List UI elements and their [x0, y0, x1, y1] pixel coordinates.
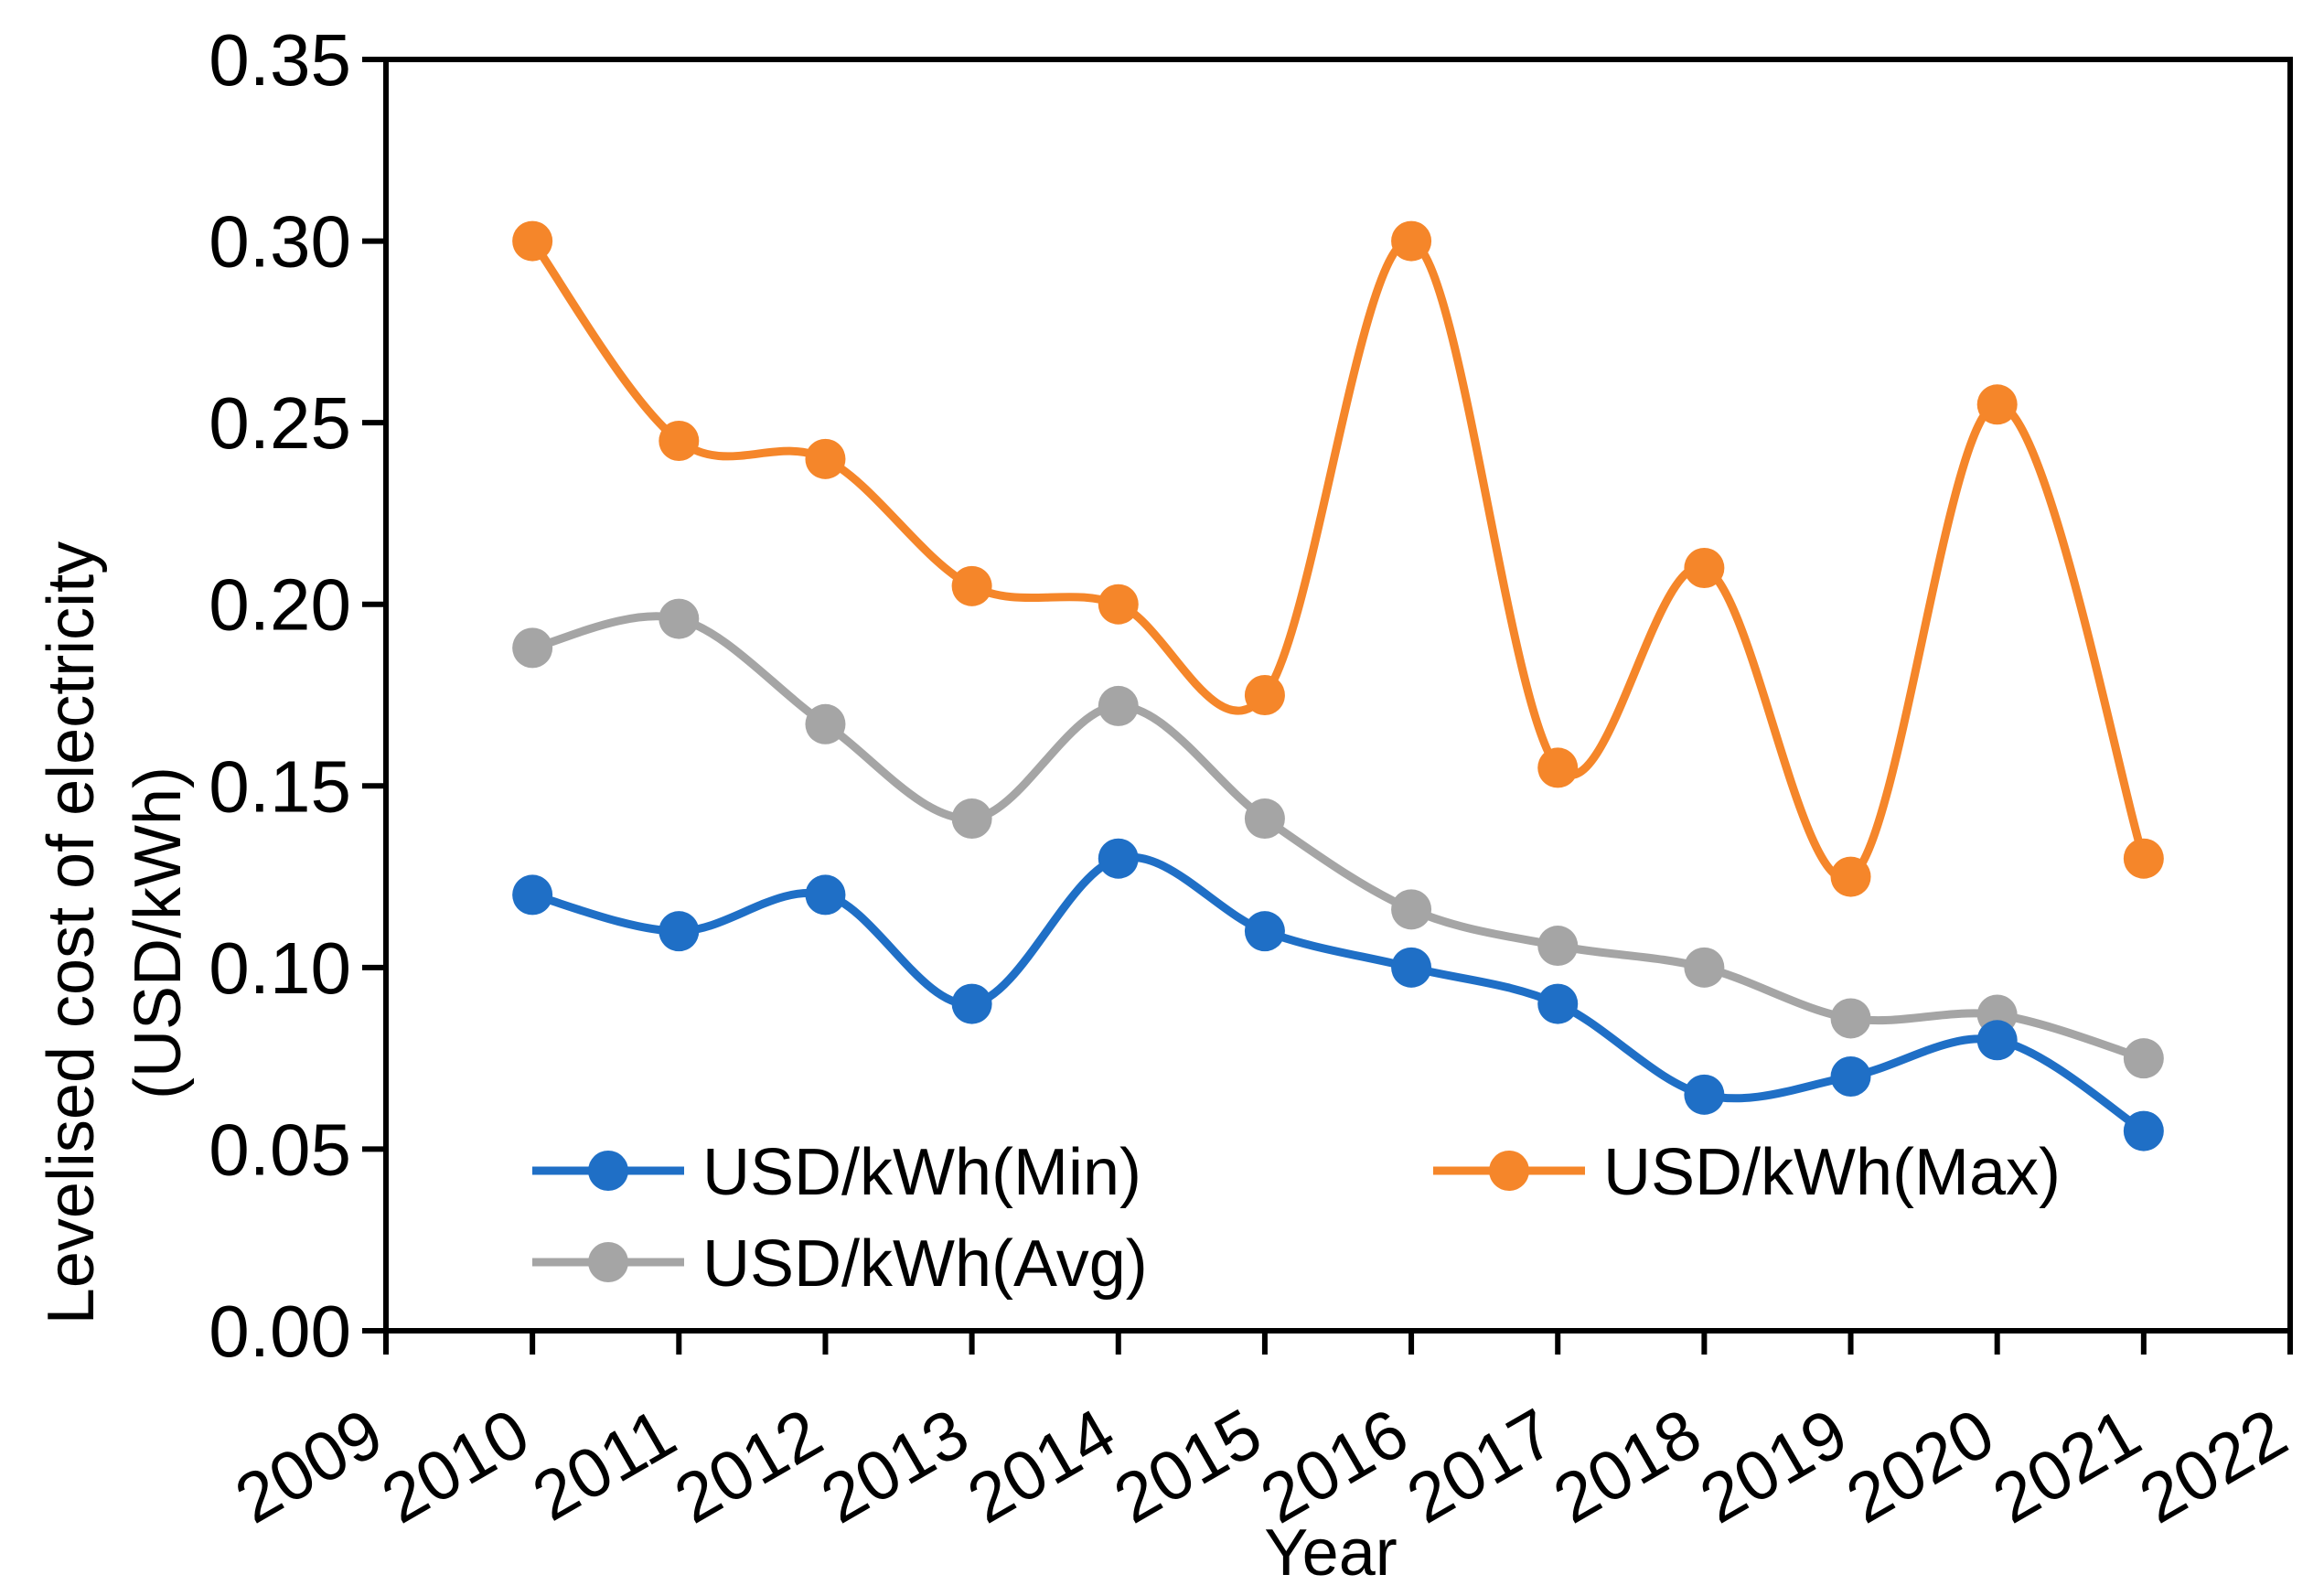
legend-label-min: USD/kWh(Min) — [702, 1136, 1141, 1209]
data-point-avg — [805, 703, 846, 744]
data-point-max — [659, 421, 700, 461]
data-point-min — [1244, 911, 1285, 952]
data-point-max — [1976, 384, 2018, 425]
data-point-avg — [951, 798, 992, 840]
y-axis-title: Levelised cost of electricity (USD/kWh) — [35, 541, 195, 1324]
data-point-avg — [1830, 998, 1871, 1039]
x-tick-label: 2021 — [1980, 1394, 2153, 1538]
series-max — [512, 220, 2164, 897]
data-point-avg — [1391, 889, 1432, 930]
x-tick-label: 2013 — [809, 1394, 981, 1538]
series-line-max — [528, 237, 2148, 883]
y-axis: 0.00 0.05 0.10 0.15 0.20 0.25 0.30 0.35 — [209, 19, 386, 1372]
x-tick-label: 2019 — [1687, 1394, 1860, 1538]
data-point-max — [2123, 838, 2164, 879]
y-tick-label: 0.15 — [209, 745, 351, 827]
plot-frame — [383, 57, 2293, 1334]
legend: USD/kWh(Min) USD/kWh(Max) USD/kWh(Avg) — [532, 1136, 2061, 1301]
data-point-max — [1391, 220, 1432, 262]
legend-item-avg: USD/kWh(Avg) — [532, 1227, 1148, 1301]
data-point-avg — [659, 598, 700, 639]
data-point-min — [1976, 1020, 2018, 1061]
legend-item-min: USD/kWh(Min) — [532, 1136, 1141, 1209]
data-point-max — [805, 438, 846, 479]
data-point-min — [1537, 983, 1579, 1024]
data-point-avg — [512, 627, 553, 669]
y-tick-label: 0.00 — [209, 1291, 351, 1372]
series-min — [512, 838, 2164, 1151]
data-point-max — [951, 565, 992, 606]
y-tick-label: 0.35 — [209, 19, 351, 101]
data-point-min — [1391, 947, 1432, 988]
x-tick-label: 2022 — [2127, 1394, 2300, 1538]
data-point-max — [1244, 675, 1285, 715]
legend-marker-avg — [588, 1242, 628, 1282]
data-point-min — [951, 983, 992, 1024]
data-point-avg — [1244, 798, 1285, 840]
x-tick-label: 2014 — [955, 1394, 1128, 1538]
y-tick-label: 0.05 — [209, 1109, 351, 1190]
x-tick-label: 2010 — [369, 1394, 542, 1538]
series-line-avg — [528, 612, 2148, 1063]
legend-label-max: USD/kWh(Max) — [1603, 1136, 2061, 1209]
legend-label-avg: USD/kWh(Avg) — [702, 1227, 1148, 1301]
data-point-min — [1830, 1056, 1871, 1097]
data-point-avg — [2123, 1038, 2164, 1079]
x-axis: 2009201020112012201320142015201620172018… — [223, 1331, 2300, 1538]
y-tick-label: 0.25 — [209, 382, 351, 464]
data-point-max — [1098, 584, 1139, 625]
data-point-avg — [1098, 685, 1139, 726]
data-point-min — [1684, 1074, 1725, 1115]
data-point-min — [805, 874, 846, 916]
data-point-max — [1537, 747, 1579, 788]
data-point-avg — [1537, 926, 1579, 967]
x-tick-label: 2020 — [1834, 1394, 2007, 1538]
data-point-max — [1830, 856, 1871, 897]
series-avg — [512, 598, 2164, 1079]
data-point-min — [2123, 1110, 2164, 1151]
legend-item-max: USD/kWh(Max) — [1433, 1136, 2061, 1209]
series-line-min — [528, 852, 2148, 1136]
data-point-min — [1098, 838, 1139, 879]
data-point-min — [659, 911, 700, 952]
x-tick-label: 2015 — [1101, 1394, 1274, 1538]
x-axis-title: Year — [1264, 1516, 1397, 1590]
x-tick-label: 2017 — [1395, 1394, 1568, 1538]
data-point-min — [512, 874, 553, 916]
data-point-avg — [1684, 947, 1725, 988]
y-tick-label: 0.30 — [209, 201, 351, 283]
x-tick-label: 2012 — [662, 1394, 835, 1538]
x-tick-label: 2018 — [1541, 1394, 1714, 1538]
data-point-max — [512, 220, 553, 262]
legend-marker-min — [588, 1151, 628, 1191]
y-axis-title-line-1: Levelised cost of electricity — [35, 541, 108, 1324]
legend-marker-max — [1489, 1151, 1529, 1191]
data-point-max — [1684, 548, 1725, 588]
y-tick-label: 0.20 — [209, 564, 351, 646]
y-axis-title-line-2: (USD/kWh) — [122, 766, 195, 1099]
y-tick-label: 0.10 — [209, 927, 351, 1009]
series-layer — [512, 220, 2164, 1151]
x-tick-label: 2011 — [520, 1394, 689, 1536]
x-tick-label: 2009 — [223, 1394, 396, 1538]
